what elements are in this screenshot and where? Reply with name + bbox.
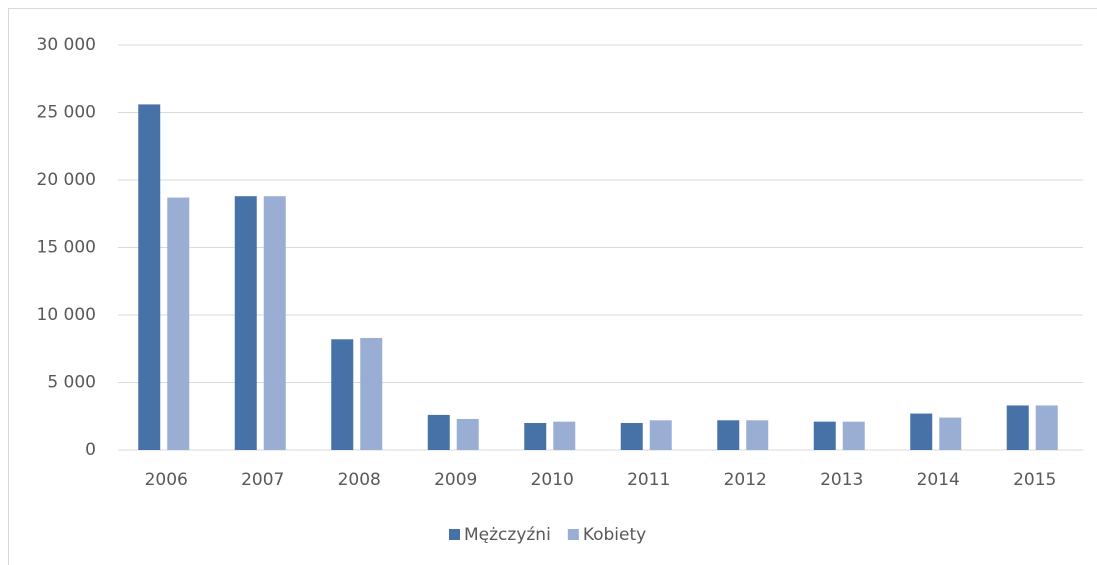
bar [813, 421, 836, 450]
bar [524, 423, 547, 450]
bar [456, 418, 479, 450]
y-tick-label: 10 000 [37, 305, 96, 325]
bar [427, 414, 450, 450]
legend-label: Kobiety [583, 525, 646, 545]
legend-swatch [449, 529, 460, 540]
y-tick-label: 0 [85, 440, 96, 460]
y-tick-label: 25 000 [37, 103, 96, 123]
bar [167, 197, 190, 450]
bar [939, 417, 962, 450]
x-tick-label: 2015 [1013, 470, 1056, 490]
x-tick-label: 2009 [434, 470, 477, 490]
bar [910, 413, 933, 450]
y-tick-label: 20 000 [37, 170, 96, 190]
bar [717, 420, 740, 450]
bar [1006, 405, 1029, 450]
bar [331, 339, 354, 450]
bar [842, 421, 865, 450]
x-tick-label: 2012 [724, 470, 767, 490]
y-tick-label: 5 000 [47, 373, 96, 393]
x-tick-label: 2014 [917, 470, 960, 490]
chart-border [8, 8, 1097, 565]
x-tick-label: 2007 [241, 470, 284, 490]
legend-label: Mężczyźni [464, 525, 551, 545]
x-tick-label: 2010 [531, 470, 574, 490]
bar [746, 420, 769, 450]
legend-swatch [567, 529, 579, 540]
x-tick-label: 2011 [627, 470, 670, 490]
bar [649, 420, 672, 450]
bar [263, 196, 286, 450]
y-tick-label: 30 000 [37, 35, 96, 55]
bar [1035, 405, 1058, 450]
x-tick-label: 2013 [820, 470, 863, 490]
bar [234, 196, 257, 450]
x-tick-label: 2008 [338, 470, 381, 490]
bar [553, 421, 576, 450]
x-tick-label: 2006 [145, 470, 188, 490]
bar [138, 104, 161, 451]
bar [620, 423, 643, 450]
bar [360, 337, 383, 450]
y-tick-label: 15 000 [37, 238, 96, 258]
